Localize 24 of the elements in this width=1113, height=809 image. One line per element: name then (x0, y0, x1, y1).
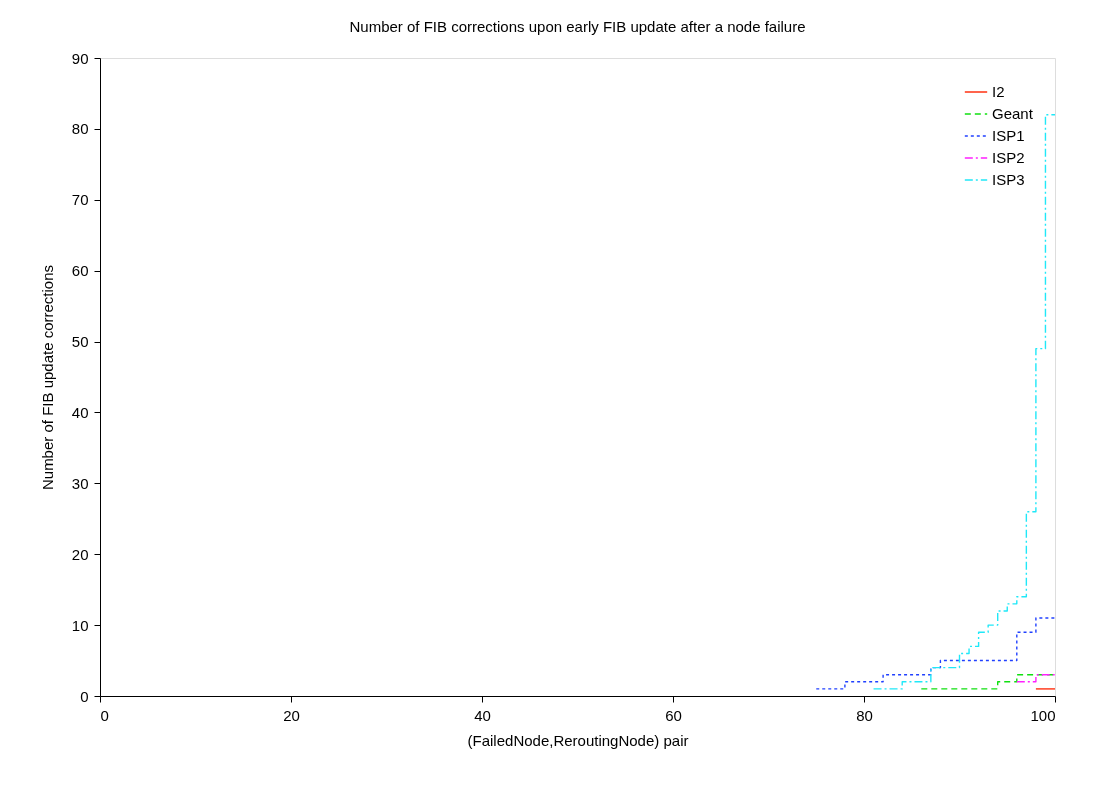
y-tick-label: 10 (71, 616, 89, 634)
x-tick-label: 40 (474, 706, 491, 724)
y-tick-label: 70 (71, 191, 89, 209)
y-tick-label: 80 (71, 120, 89, 138)
legend-label: ISP3 (992, 171, 1025, 188)
y-tick-label: 20 (71, 545, 89, 563)
x-tick-label: 0 (100, 706, 109, 724)
legend-label: I2 (992, 83, 1005, 100)
y-tick-label: 40 (71, 403, 89, 421)
chart-title: Number of FIB corrections upon early FIB update after a node failure (349, 18, 806, 35)
x-tick-label: 20 (283, 706, 300, 724)
x-tick-label: 100 (1030, 706, 1056, 724)
y-tick-label: 60 (71, 262, 89, 280)
legend-label: ISP2 (992, 149, 1025, 166)
x-tick-label: 80 (856, 706, 873, 724)
y-tick-label: 50 (71, 333, 89, 351)
x-tick-label: 60 (665, 706, 682, 724)
x-axis-title: (FailedNode,ReroutingNode) pair (467, 731, 689, 749)
y-tick-label: 90 (71, 49, 89, 67)
y-axis-title: Number of FIB update corrections (38, 264, 56, 491)
y-tick-label: 0 (80, 687, 89, 705)
legend-label: Geant (992, 105, 1034, 122)
y-tick-label: 30 (71, 474, 89, 492)
legend-label: ISP1 (992, 127, 1025, 144)
